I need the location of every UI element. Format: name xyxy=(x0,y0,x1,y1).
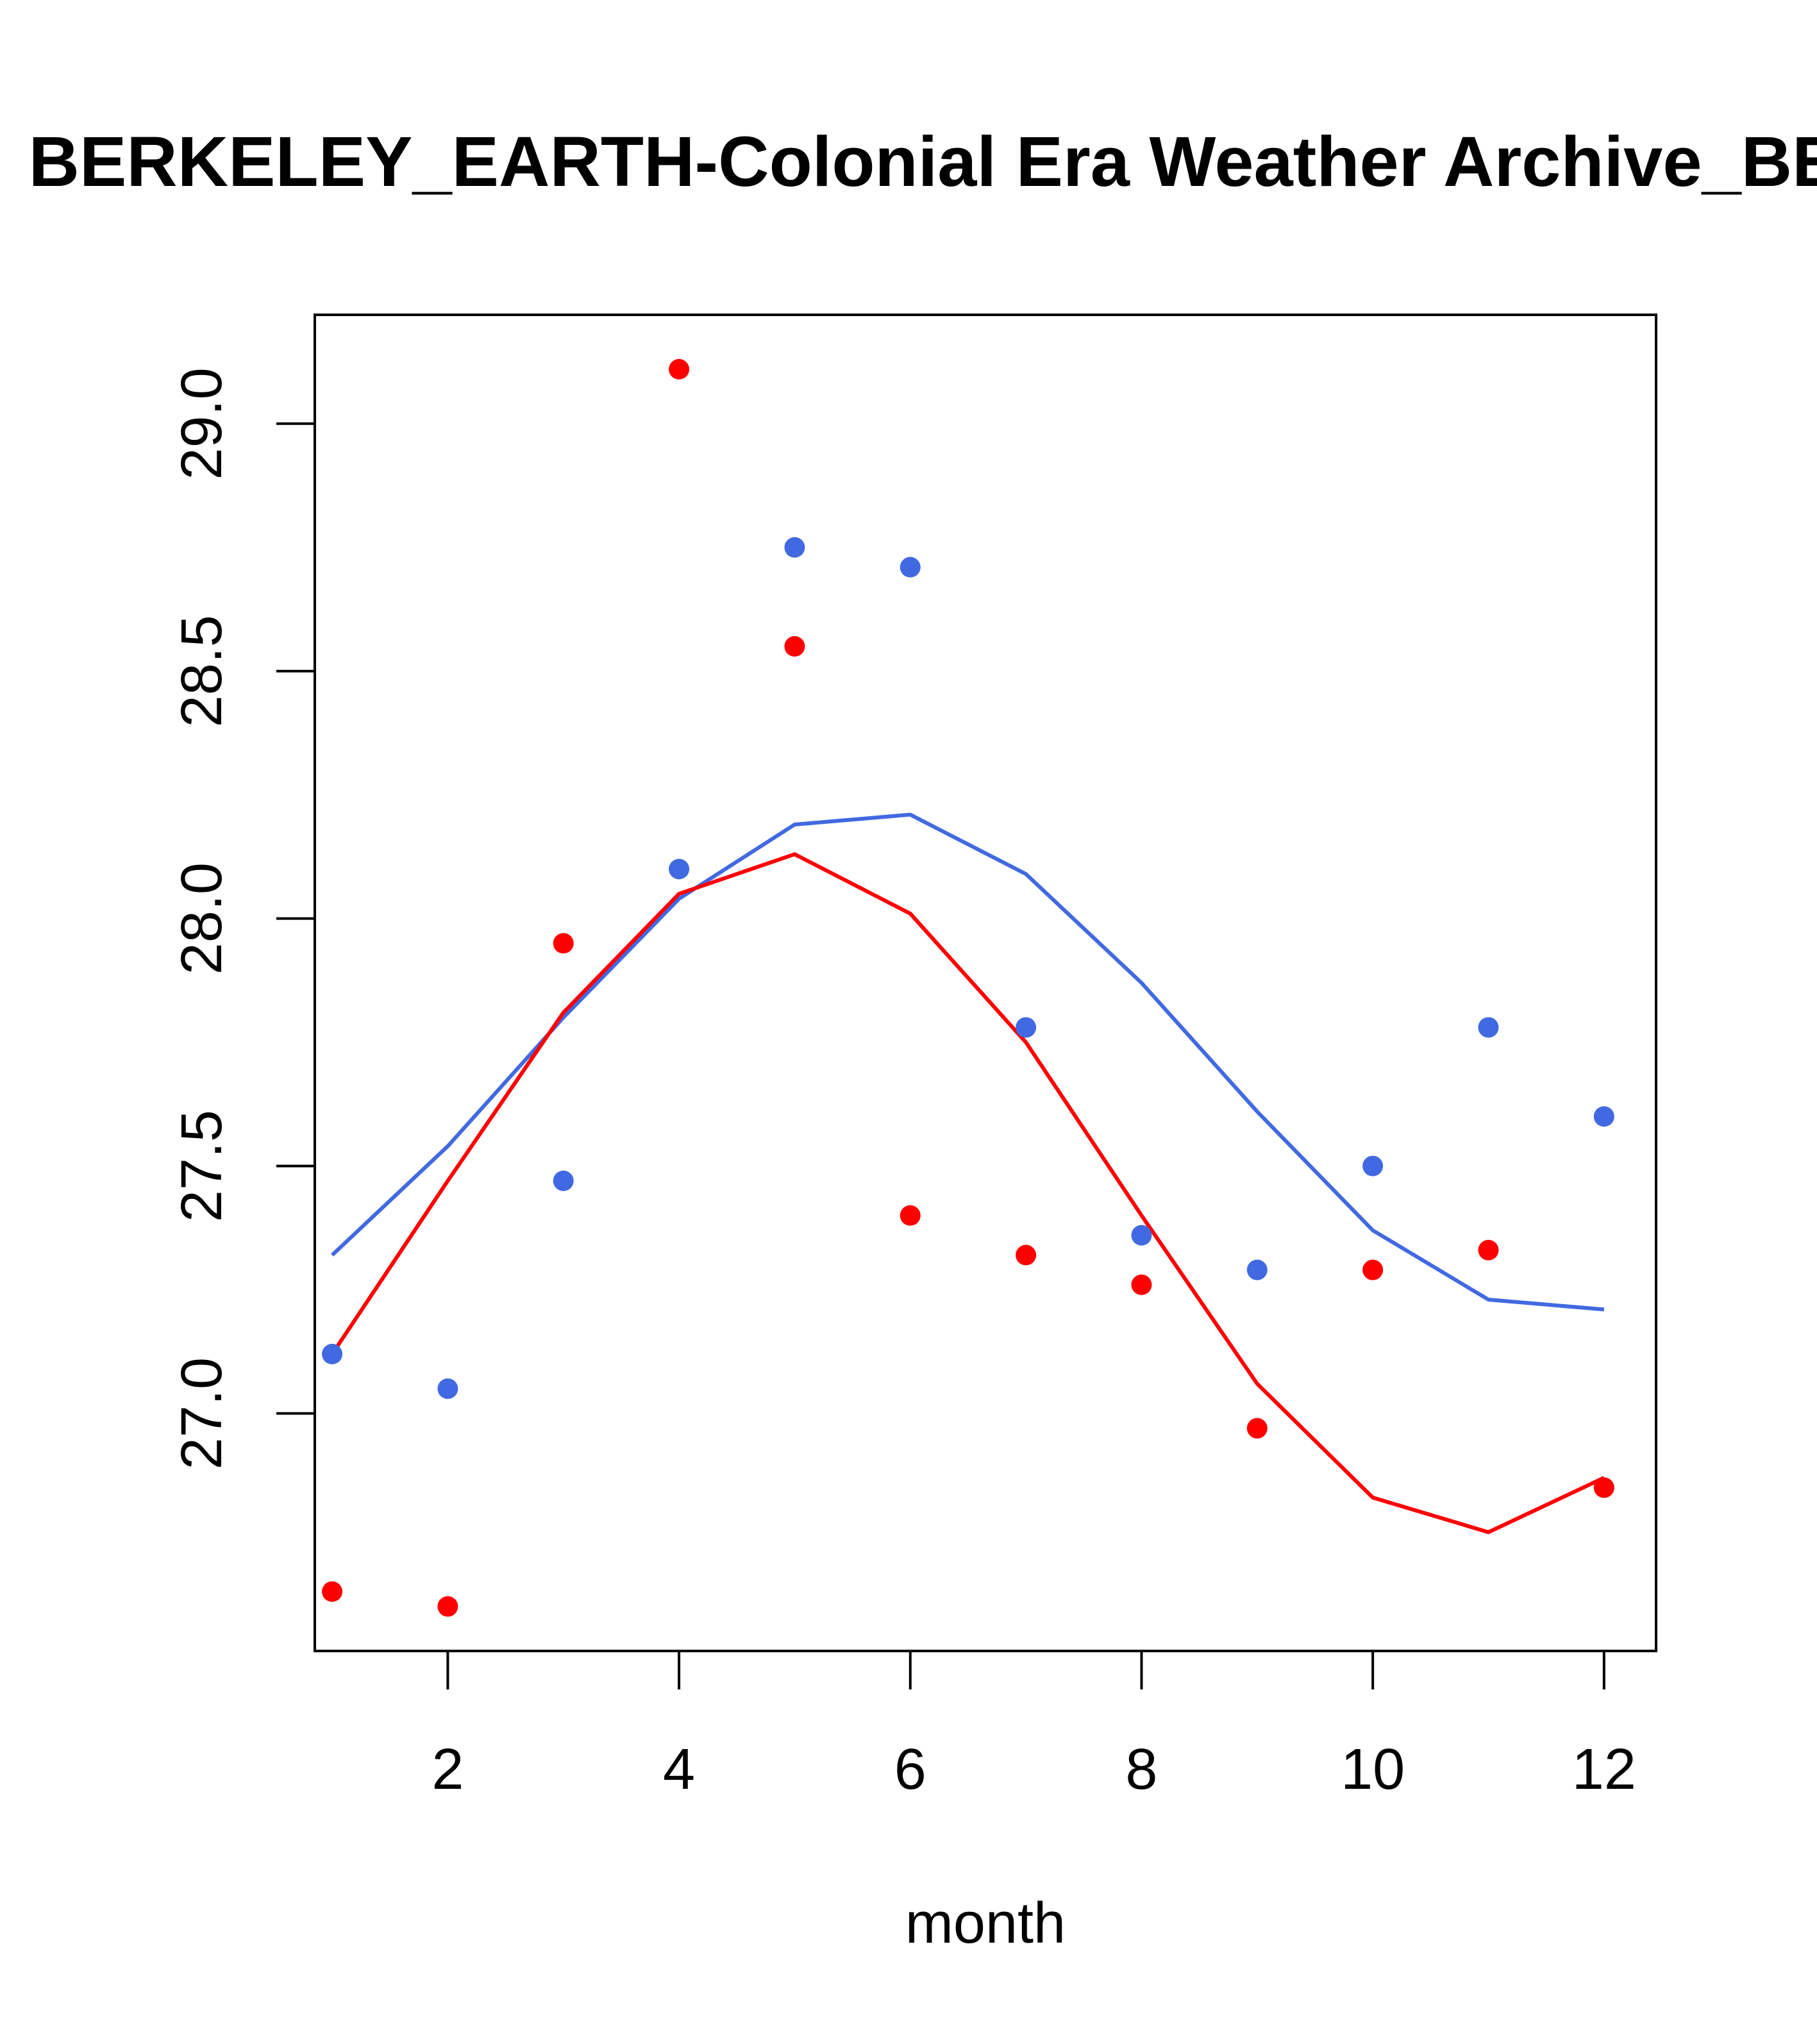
x-axis-title: month xyxy=(905,1891,1066,1956)
y-tick-label: 27.5 xyxy=(170,1110,234,1222)
data-point-series-1 xyxy=(553,933,574,954)
x-tick-label: 4 xyxy=(663,1738,695,1802)
data-point-series-1 xyxy=(784,636,805,657)
data-point-series-0 xyxy=(1593,1106,1614,1127)
data-point-series-0 xyxy=(784,537,805,558)
data-point-series-0 xyxy=(900,557,921,578)
data-point-series-0 xyxy=(553,1170,574,1191)
data-point-series-0 xyxy=(437,1378,458,1399)
x-tick-label: 6 xyxy=(894,1738,926,1802)
x-tick-label: 10 xyxy=(1341,1738,1405,1802)
data-point-series-1 xyxy=(669,358,690,380)
data-point-series-1 xyxy=(322,1581,343,1602)
x-tick-label: 12 xyxy=(1572,1738,1636,1802)
data-point-series-0 xyxy=(1362,1155,1384,1177)
y-tick-label: 27.0 xyxy=(170,1357,234,1470)
data-point-series-1 xyxy=(1246,1418,1268,1439)
y-tick-label: 29.0 xyxy=(170,367,234,480)
data-point-series-0 xyxy=(1131,1225,1152,1246)
data-point-series-0 xyxy=(669,859,690,880)
data-point-series-0 xyxy=(1246,1259,1268,1280)
data-point-series-1 xyxy=(1016,1244,1037,1266)
chart-title: BERKELEY_EARTH-Colonial Era Weather Arch… xyxy=(29,122,1817,201)
x-tick-label: 8 xyxy=(1125,1738,1157,1802)
data-point-series-1 xyxy=(437,1596,458,1617)
y-tick-label: 28.5 xyxy=(170,615,234,727)
x-tick-label: 2 xyxy=(431,1738,464,1802)
data-point-series-1 xyxy=(1593,1477,1614,1498)
data-point-series-0 xyxy=(1478,1017,1499,1038)
series-line-3 xyxy=(330,852,1605,1534)
series-line-2 xyxy=(330,812,1605,1312)
series-layer xyxy=(322,358,1614,1617)
data-point-series-1 xyxy=(1362,1259,1384,1280)
data-point-series-1 xyxy=(1478,1239,1499,1261)
y-tick-label: 28.0 xyxy=(170,862,234,975)
data-point-series-1 xyxy=(1131,1274,1152,1295)
y-axis: 27.0 27.5 28.0 28.5 29.0 xyxy=(170,367,316,1470)
data-point-series-1 xyxy=(900,1205,921,1226)
plot-frame xyxy=(314,314,1657,1652)
data-point-series-0 xyxy=(1016,1017,1037,1038)
data-point-series-0 xyxy=(322,1343,343,1364)
x-axis: 2 4 6 8 10 12 xyxy=(431,1650,1636,1802)
